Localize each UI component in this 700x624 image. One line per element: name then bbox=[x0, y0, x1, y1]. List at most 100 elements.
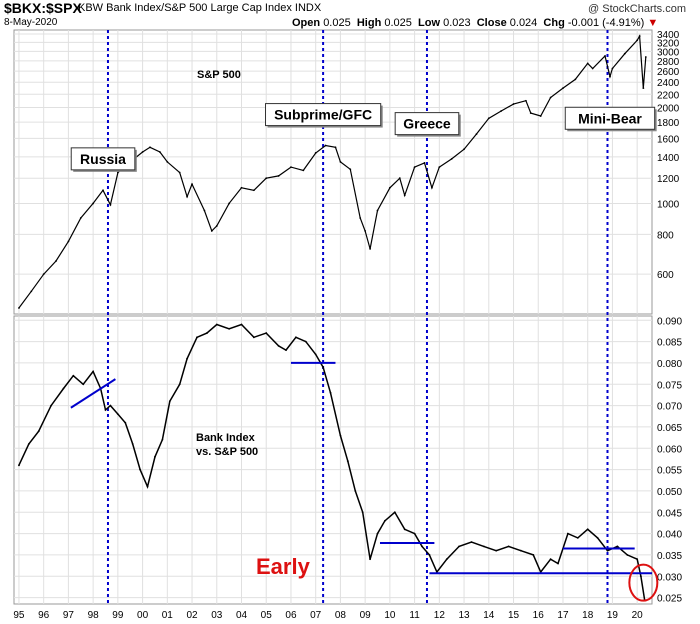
event-box bbox=[394, 112, 460, 136]
ratio-data-point bbox=[376, 532, 379, 535]
ratio-data-point bbox=[104, 408, 107, 411]
ratio-panel-label-line2: vs. S&P 500 bbox=[196, 446, 258, 458]
sp500-data-point bbox=[512, 103, 515, 105]
ratio-data-point bbox=[520, 549, 522, 552]
sp500-data-point bbox=[388, 186, 391, 189]
sp500-data-point bbox=[403, 194, 406, 197]
x-tick-label: 08 bbox=[335, 610, 347, 621]
sp500-data-point bbox=[79, 217, 82, 219]
sp500-data-point bbox=[92, 202, 95, 205]
sp500-data-point bbox=[623, 52, 626, 55]
ratio-data-point bbox=[532, 554, 535, 556]
ratio-data-point bbox=[549, 558, 552, 561]
ratio-panel-label-line1: Bank Index bbox=[196, 432, 256, 444]
x-tick-label: 11 bbox=[409, 610, 420, 621]
x-tick-label: 95 bbox=[13, 610, 25, 621]
ratio-data-point bbox=[82, 383, 85, 386]
x-tick-label: 19 bbox=[607, 610, 619, 621]
ratio-y-tick-label: 0.035 bbox=[657, 551, 682, 562]
sp500-data-point bbox=[549, 96, 552, 99]
sp500-data-point bbox=[638, 35, 641, 37]
chart-description: KBW Bank Index/S&P 500 Large Cap Index I… bbox=[78, 2, 321, 14]
ratio-data-point bbox=[421, 545, 423, 548]
ratio-data-point bbox=[495, 549, 498, 552]
event-box-label: Mini-Bear bbox=[578, 110, 642, 126]
x-tick-label: 02 bbox=[186, 610, 198, 621]
stockcharts-watermark: @ StockCharts.com bbox=[588, 3, 686, 15]
ratio-data-point bbox=[161, 438, 164, 441]
x-tick-label: 00 bbox=[137, 610, 149, 621]
ratio-data-point bbox=[393, 511, 396, 514]
sp500-data-point bbox=[431, 186, 433, 189]
sp500-y-tick-label: 2000 bbox=[657, 103, 680, 114]
sp500-data-point bbox=[215, 225, 218, 227]
sp500-data-point bbox=[359, 217, 362, 219]
chg-value: -0.001 (-4.91%) bbox=[567, 17, 645, 29]
sp500-data-point bbox=[228, 202, 231, 205]
ratio-data-point bbox=[154, 455, 156, 458]
sp500-data-point bbox=[166, 160, 169, 163]
ratio-y-tick-label: 0.040 bbox=[657, 530, 682, 541]
description-text: KBW Bank Index/S&P 500 Large Cap Index bbox=[78, 2, 292, 14]
sp500-data-point bbox=[463, 148, 465, 151]
x-tick-label: 98 bbox=[88, 610, 100, 621]
sp500-data-point bbox=[644, 56, 647, 58]
sp500-y-tick-label: 2200 bbox=[657, 90, 680, 101]
sp500-data-point bbox=[349, 168, 352, 171]
sp500-data-point bbox=[398, 177, 401, 180]
chart-date: 8-May-2020 bbox=[4, 17, 58, 28]
chg-label: Chg bbox=[543, 17, 565, 29]
x-tick-label: 10 bbox=[384, 610, 396, 621]
sp500-data-point bbox=[609, 75, 611, 78]
x-tick-label: 07 bbox=[310, 610, 322, 621]
sp500-y-tick-label: 1200 bbox=[657, 174, 680, 185]
ratio-y-tick-label: 0.075 bbox=[657, 380, 682, 391]
ratio-data-point bbox=[215, 323, 218, 326]
x-tick-label: 06 bbox=[285, 610, 297, 621]
x-tick-label: 17 bbox=[557, 610, 569, 621]
sp500-data-point bbox=[265, 177, 268, 180]
ratio-data-point bbox=[586, 528, 589, 531]
exchange-text: INDX bbox=[294, 2, 322, 14]
ratio-data-point bbox=[361, 511, 364, 514]
close-value: 0.024 bbox=[509, 17, 538, 29]
x-tick-label: 15 bbox=[508, 610, 520, 621]
sp500-data-point bbox=[203, 209, 206, 212]
ratio-data-point bbox=[369, 558, 371, 561]
sp500-data-point bbox=[423, 162, 426, 164]
sp500-y-tick-label: 3400 bbox=[657, 30, 680, 41]
sp500-data-point bbox=[364, 230, 367, 232]
sp500-data-point bbox=[109, 203, 112, 206]
ratio-data-point bbox=[131, 443, 134, 445]
sp500-data-point bbox=[314, 152, 317, 154]
ratio-data-point bbox=[92, 370, 95, 373]
ratio-data-point bbox=[567, 532, 569, 535]
open-label: Open bbox=[292, 17, 321, 29]
ratio-data-point bbox=[37, 430, 40, 433]
sp500-y-tick-label: 600 bbox=[657, 270, 674, 281]
ratio-data-point bbox=[124, 421, 127, 424]
ratio-data-point bbox=[205, 332, 208, 334]
sp500-data-point bbox=[475, 133, 478, 136]
ratio-y-tick-label: 0.025 bbox=[657, 594, 682, 605]
low-label: Low bbox=[418, 17, 441, 29]
sp500-data-point bbox=[116, 171, 119, 174]
high-label: High bbox=[356, 17, 382, 29]
ratio-data-point bbox=[636, 558, 639, 561]
sp500-panel-label: S&P 500 bbox=[197, 69, 241, 81]
x-tick-label: 20 bbox=[632, 610, 644, 621]
sp500-data-point bbox=[500, 110, 503, 112]
ratio-data-point bbox=[428, 554, 431, 556]
ratio-data-point bbox=[27, 443, 30, 445]
x-tick-label: 01 bbox=[162, 610, 174, 621]
sp500-data-point bbox=[141, 151, 144, 153]
ratio-data-point bbox=[196, 336, 198, 339]
sp500-series-line bbox=[18, 34, 647, 309]
event-box-label: Subprime/GFC bbox=[274, 107, 372, 123]
sp500-data-point bbox=[191, 183, 193, 185]
x-tick-label: 99 bbox=[112, 610, 124, 621]
x-tick-label: 18 bbox=[582, 610, 594, 621]
ratio-data-point bbox=[240, 323, 243, 326]
ratio-y-tick-label: 0.080 bbox=[657, 359, 682, 370]
